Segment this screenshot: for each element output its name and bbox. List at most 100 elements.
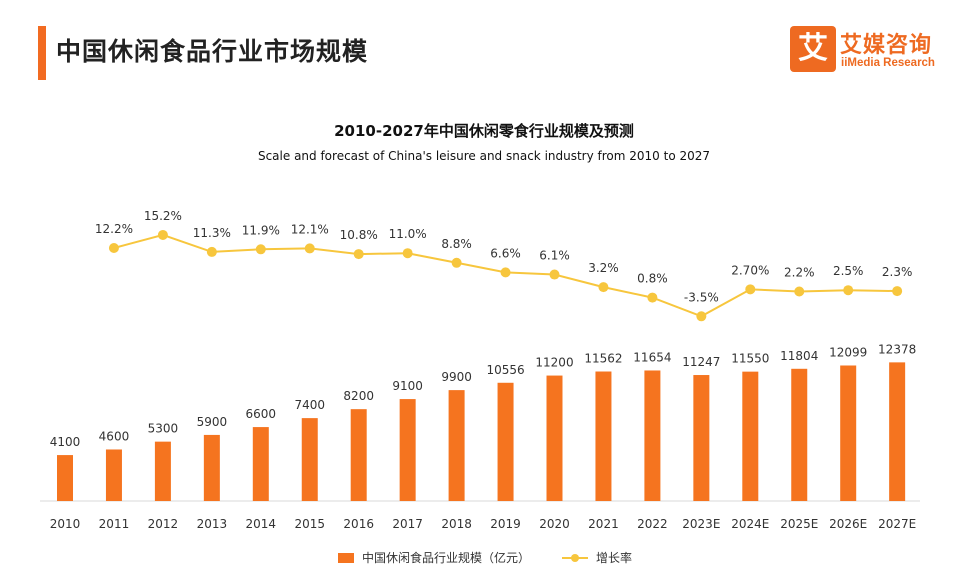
bar-label-2012: 5300 [148, 422, 179, 436]
bar-label-2017: 9100 [392, 379, 423, 393]
rate-label-2016: 10.8% [340, 228, 378, 242]
page-title: 中国休闲食品行业市场规模 [56, 37, 369, 66]
rate-label-2023E: -3.5% [684, 290, 719, 304]
x-tick-2015: 2015 [294, 517, 325, 531]
legend-bar-swatch [338, 553, 354, 563]
iimedia-logo: 艾 艾媒咨询 iiMedia Research [790, 26, 950, 76]
growth-rate-labels: 12.2% 15.2% 11.3% 11.9% 12.1% 10.8% 11.0% 8.8% 6… [95, 209, 913, 304]
bar-label-2016: 8200 [343, 389, 374, 403]
x-tick-2027E: 2027E [878, 517, 916, 531]
logo-subtitle: iiMedia Research [841, 57, 935, 69]
rate-point-2017 [402, 248, 413, 259]
rate-label-2025E: 2.2% [784, 266, 815, 280]
bar-2015 [301, 418, 318, 501]
bar-2013 [203, 434, 220, 501]
bar-2016 [350, 409, 367, 501]
rate-point-2012 [157, 229, 168, 240]
bar-series [57, 362, 906, 501]
bar-2024E [742, 371, 759, 501]
rate-label-2020: 6.1% [539, 249, 570, 263]
bar-2019 [497, 382, 514, 501]
x-tick-2012: 2012 [148, 517, 179, 531]
x-tick-2020: 2020 [539, 517, 570, 531]
bar-2020 [546, 375, 563, 501]
rate-point-2018 [451, 257, 462, 268]
x-tick-2025E: 2025E [780, 517, 818, 531]
bar-2018 [448, 390, 465, 501]
bar-label-2020: 11200 [535, 356, 573, 370]
rate-point-2026E [843, 285, 854, 296]
rate-point-2013 [206, 246, 217, 257]
bar-2011 [105, 449, 122, 501]
bar-label-2010: 4100 [50, 435, 81, 449]
rate-label-2022: 0.8% [637, 272, 668, 286]
rate-point-2015 [304, 243, 315, 254]
x-tick-2022: 2022 [637, 517, 668, 531]
rate-label-2011: 12.2% [95, 222, 133, 236]
bar-label-2023E: 11247 [682, 355, 720, 369]
rate-point-2011 [108, 243, 119, 253]
rate-label-2014: 11.9% [242, 223, 280, 237]
x-tick-2013: 2013 [197, 517, 228, 531]
bar-2010 [57, 455, 73, 501]
rate-point-2019 [500, 267, 511, 278]
bar-value-labels: 4100 4600 5300 5900 6600 7400 8200 9100 9900 1055… [50, 342, 917, 449]
x-axis-tick-labels: 2010 2011 2012 2013 2014 2015 2016 2017 2018 2019… [50, 517, 916, 531]
rate-point-2020 [549, 269, 560, 280]
rate-label-2021: 3.2% [588, 261, 619, 275]
x-tick-2026E: 2026E [829, 517, 867, 531]
x-tick-2010: 2010 [50, 517, 81, 531]
rate-label-2013: 11.3% [193, 226, 231, 240]
rate-point-2016 [353, 249, 364, 260]
bar-2022 [644, 370, 661, 501]
logo-name: 艾媒咨询 [840, 33, 933, 58]
title-accent-bar [38, 26, 46, 80]
bar-2021 [595, 371, 612, 501]
x-tick-2021: 2021 [588, 517, 619, 531]
rate-point-2023E [696, 311, 707, 322]
rate-label-2026E: 2.5% [833, 264, 864, 278]
bar-label-2022: 11654 [633, 350, 671, 364]
rate-point-2022 [647, 292, 658, 303]
bar-label-2021: 11562 [584, 352, 622, 366]
x-tick-2019: 2019 [490, 517, 521, 531]
x-tick-2023E: 2023E [682, 517, 720, 531]
bar-label-2015: 7400 [294, 398, 325, 412]
rate-label-2024E: 2.70% [731, 263, 769, 277]
bar-2023E [693, 375, 710, 501]
chart-subtitle: Scale and forecast of China's leisure an… [258, 149, 710, 163]
bar-label-2026E: 12099 [829, 345, 867, 359]
bar-2014 [252, 427, 269, 501]
bar-label-2024E: 11550 [731, 352, 769, 366]
rate-label-2018: 8.8% [441, 237, 472, 251]
bar-label-2025E: 11804 [780, 349, 818, 363]
rate-point-2024E [745, 284, 756, 295]
bar-label-2019: 10556 [486, 363, 524, 377]
logo-mark-glyph: 艾 [798, 31, 828, 66]
legend-line-dot [571, 554, 579, 562]
growth-rate-series [108, 229, 903, 322]
rate-label-2015: 12.1% [291, 222, 329, 236]
rate-point-2027E [892, 286, 903, 297]
bar-label-2027E: 12378 [878, 342, 916, 356]
bar-2027E [889, 362, 906, 501]
rate-label-2017: 11.0% [389, 227, 427, 241]
rate-point-2021 [598, 282, 609, 293]
chart-title: 2010-2027年中国休闲零食行业规模及预测 [334, 122, 634, 140]
rate-label-2027E: 2.3% [882, 265, 913, 279]
bar-label-2011: 4600 [99, 429, 130, 443]
rate-point-2014 [255, 244, 266, 255]
legend-line-label: 增长率 [596, 550, 632, 565]
bar-2025E [791, 368, 808, 501]
legend: 中国休闲食品行业规模（亿元） 增长率 [338, 550, 632, 565]
bar-2026E [840, 365, 857, 501]
x-tick-2024E: 2024E [731, 517, 769, 531]
x-tick-2018: 2018 [441, 517, 472, 531]
bar-label-2018: 9900 [441, 370, 472, 384]
rate-point-2025E [794, 286, 805, 297]
rate-label-2019: 6.6% [490, 246, 521, 260]
bar-2012 [154, 441, 171, 501]
x-tick-2011: 2011 [99, 517, 130, 531]
bar-label-2014: 6600 [246, 407, 277, 421]
